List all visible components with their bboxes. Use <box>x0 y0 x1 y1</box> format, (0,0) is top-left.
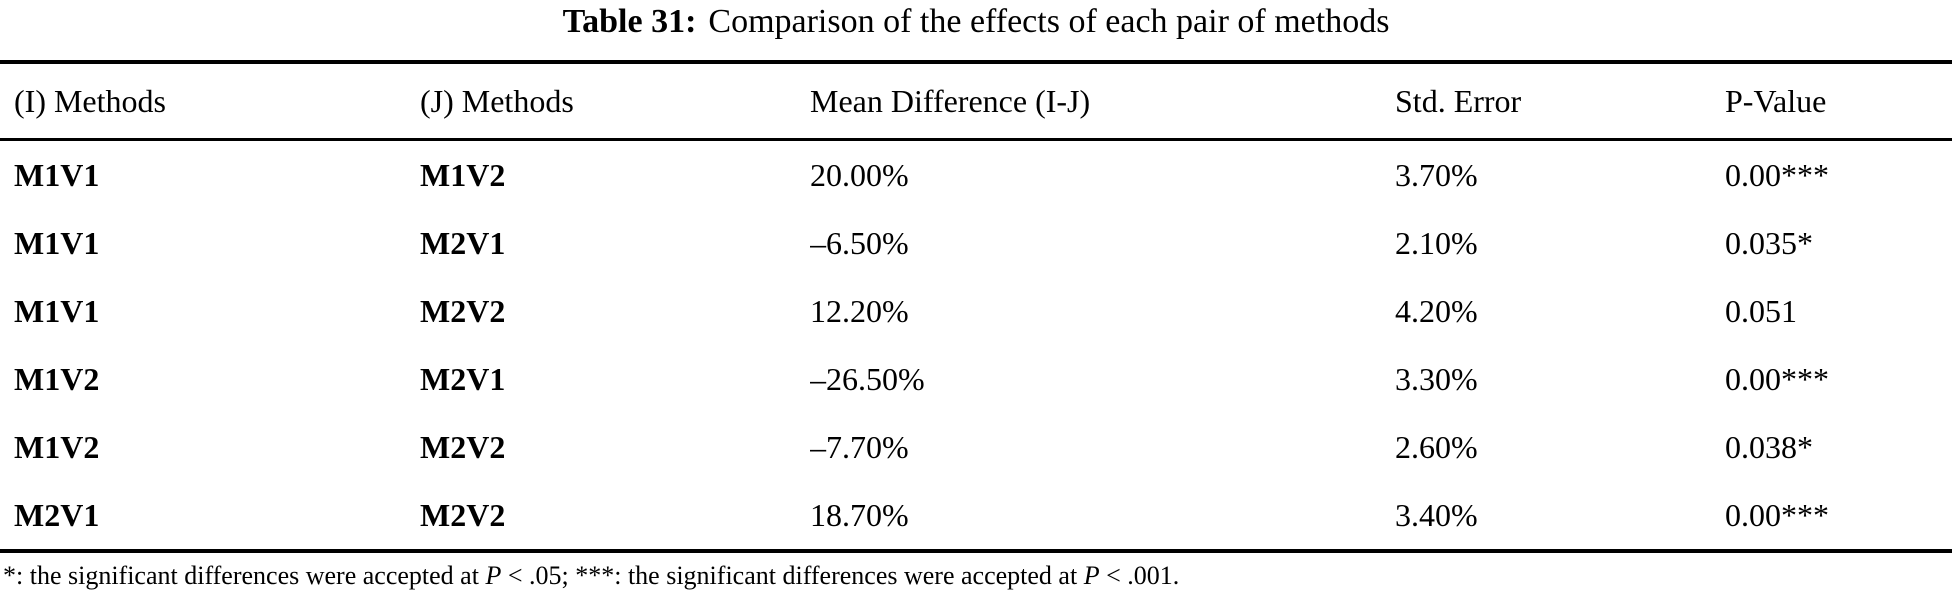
cell-j-method: M2V1 <box>420 360 506 397</box>
cell-mean-difference: –26.50% <box>810 360 925 397</box>
cell-std-error: 3.40% <box>1395 496 1478 533</box>
methods-comparison-table: (I) Methods (J) Methods Mean Difference … <box>0 60 1952 553</box>
table-caption: Table 31: Comparison of the effects of ea… <box>0 0 1952 60</box>
cell-std-error: 3.70% <box>1395 156 1478 193</box>
table-footnote: *: the significant differences were acce… <box>0 560 1952 593</box>
cell-std-error: 4.20% <box>1395 292 1478 329</box>
column-header-std-error: Std. Error <box>1395 62 1725 141</box>
footnote-segment: *: the significant differences were acce… <box>3 561 486 590</box>
cell-std-error: 3.30% <box>1395 360 1478 397</box>
cell-mean-difference: –7.70% <box>810 428 909 465</box>
cell-p-value: 0.051 <box>1725 292 1797 329</box>
column-header-mean-difference: Mean Difference (I-J) <box>810 62 1395 141</box>
cell-j-method: M2V1 <box>420 224 506 261</box>
table-row: M1V1 M2V2 12.20% 4.20% 0.051 <box>0 277 1952 345</box>
column-header-i-methods: (I) Methods <box>0 62 420 141</box>
cell-i-method: M1V1 <box>14 224 100 261</box>
cell-j-method: M2V2 <box>420 496 506 533</box>
cell-i-method: M1V1 <box>14 156 100 193</box>
cell-mean-difference: 20.00% <box>810 156 909 193</box>
cell-p-value: 0.00*** <box>1725 156 1829 193</box>
header-row: (I) Methods (J) Methods Mean Difference … <box>0 62 1952 141</box>
footnote-segment: < .05; ***: the significant differences … <box>501 561 1084 590</box>
cell-std-error: 2.10% <box>1395 224 1478 261</box>
cell-i-method: M1V2 <box>14 428 100 465</box>
footnote-p-symbol: P <box>1083 561 1100 590</box>
cell-p-value: 0.00*** <box>1725 496 1829 533</box>
table-row: M1V2 M2V1 –26.50% 3.30% 0.00*** <box>0 345 1952 413</box>
cell-i-method: M2V1 <box>14 496 100 533</box>
column-header-p-value: P-Value <box>1725 62 1952 141</box>
table-caption-label: Table 31: <box>562 3 697 40</box>
table-row: M2V1 M2V2 18.70% 3.40% 0.00*** <box>0 481 1952 551</box>
cell-j-method: M2V2 <box>420 292 506 329</box>
table-caption-text: Comparison of the effects of each pair o… <box>708 3 1390 40</box>
cell-p-value: 0.035* <box>1725 224 1813 261</box>
cell-p-value: 0.038* <box>1725 428 1813 465</box>
table-row: M1V1 M2V1 –6.50% 2.10% 0.035* <box>0 209 1952 277</box>
footnote-p-symbol: P <box>485 561 502 590</box>
table-row: M1V1 M1V2 20.00% 3.70% 0.00*** <box>0 140 1952 210</box>
cell-j-method: M1V2 <box>420 156 506 193</box>
column-header-j-methods: (J) Methods <box>420 62 810 141</box>
footnote-segment: < .001. <box>1099 561 1180 590</box>
cell-mean-difference: 12.20% <box>810 292 909 329</box>
cell-p-value: 0.00*** <box>1725 360 1829 397</box>
cell-j-method: M2V2 <box>420 428 506 465</box>
cell-mean-difference: 18.70% <box>810 496 909 533</box>
table-row: M1V2 M2V2 –7.70% 2.60% 0.038* <box>0 413 1952 481</box>
cell-i-method: M1V1 <box>14 292 100 329</box>
cell-mean-difference: –6.50% <box>810 224 909 261</box>
cell-std-error: 2.60% <box>1395 428 1478 465</box>
cell-i-method: M1V2 <box>14 360 100 397</box>
